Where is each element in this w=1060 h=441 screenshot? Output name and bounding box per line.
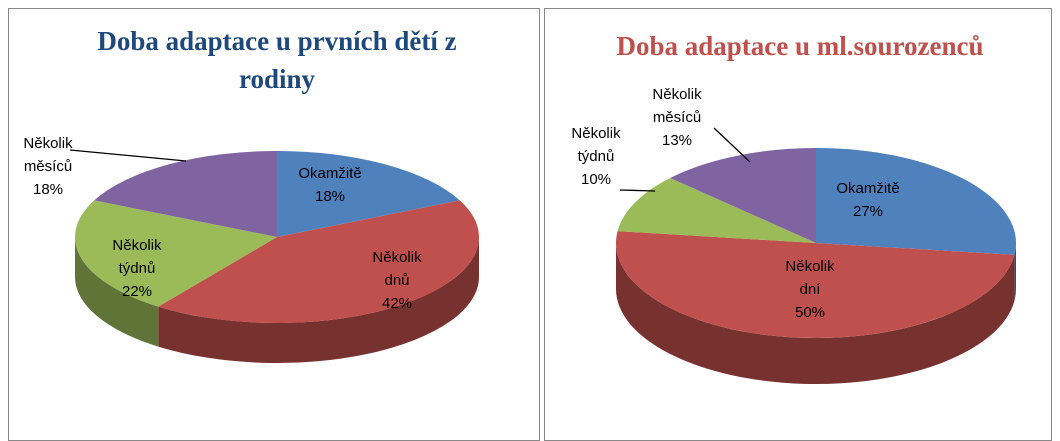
slice-side <box>616 243 1015 384</box>
data-label: 13% <box>662 132 692 149</box>
label-line: Několik <box>652 86 702 103</box>
data-label: 18% <box>33 181 63 198</box>
slice <box>670 148 816 243</box>
label-line: týdnů <box>119 260 156 277</box>
slice <box>94 151 277 237</box>
data-label: 22% <box>122 283 152 300</box>
category-label: Několik měsíců <box>23 135 73 175</box>
label-line: Několik <box>372 249 422 266</box>
data-label: 27% <box>853 203 883 220</box>
category-label: Okamžitě <box>298 165 361 182</box>
label-line: Několik <box>23 135 73 152</box>
slice-side <box>74 237 159 347</box>
slice <box>75 200 277 307</box>
label-line: Několik <box>112 237 162 254</box>
slice <box>277 151 460 237</box>
slice-side <box>1014 243 1016 301</box>
category-label: Několik měsíců <box>652 86 702 126</box>
category-label: Několik týdnů <box>112 237 162 277</box>
label-line: dní <box>800 281 822 298</box>
category-label: Okamžitě <box>836 180 899 197</box>
title-line: Doba adaptace u prvních dětí z <box>97 26 456 56</box>
chart-title: Doba adaptace u prvních dětí z rodiny <box>97 26 456 94</box>
slice <box>816 148 1016 255</box>
label-line: dnů <box>384 272 409 289</box>
title-line: rodiny <box>239 64 316 94</box>
category-label: Několik dní <box>785 258 835 298</box>
label-line: měsíců <box>24 158 72 175</box>
label-line: týdnů <box>578 148 615 165</box>
data-label: 50% <box>795 304 825 321</box>
slice <box>617 177 816 243</box>
data-label: 42% <box>382 295 412 312</box>
slice <box>158 200 479 324</box>
leader-line <box>619 189 656 192</box>
label-line: měsíců <box>653 109 701 126</box>
label-line: Okamžitě <box>298 165 361 182</box>
leader-line <box>713 127 751 163</box>
slice <box>616 231 1015 338</box>
data-label: 10% <box>581 171 611 188</box>
category-label: Několik dnů <box>372 249 422 289</box>
category-label: Několik týdnů <box>571 125 621 165</box>
chart-title: Doba adaptace u ml.sourozenců <box>616 31 983 61</box>
label-line: Několik <box>785 258 835 275</box>
leader-line <box>69 149 187 162</box>
label-line: Několik <box>571 125 621 142</box>
label-line: Okamžitě <box>836 180 899 197</box>
data-label: 18% <box>315 188 345 205</box>
slice-side <box>158 237 479 364</box>
